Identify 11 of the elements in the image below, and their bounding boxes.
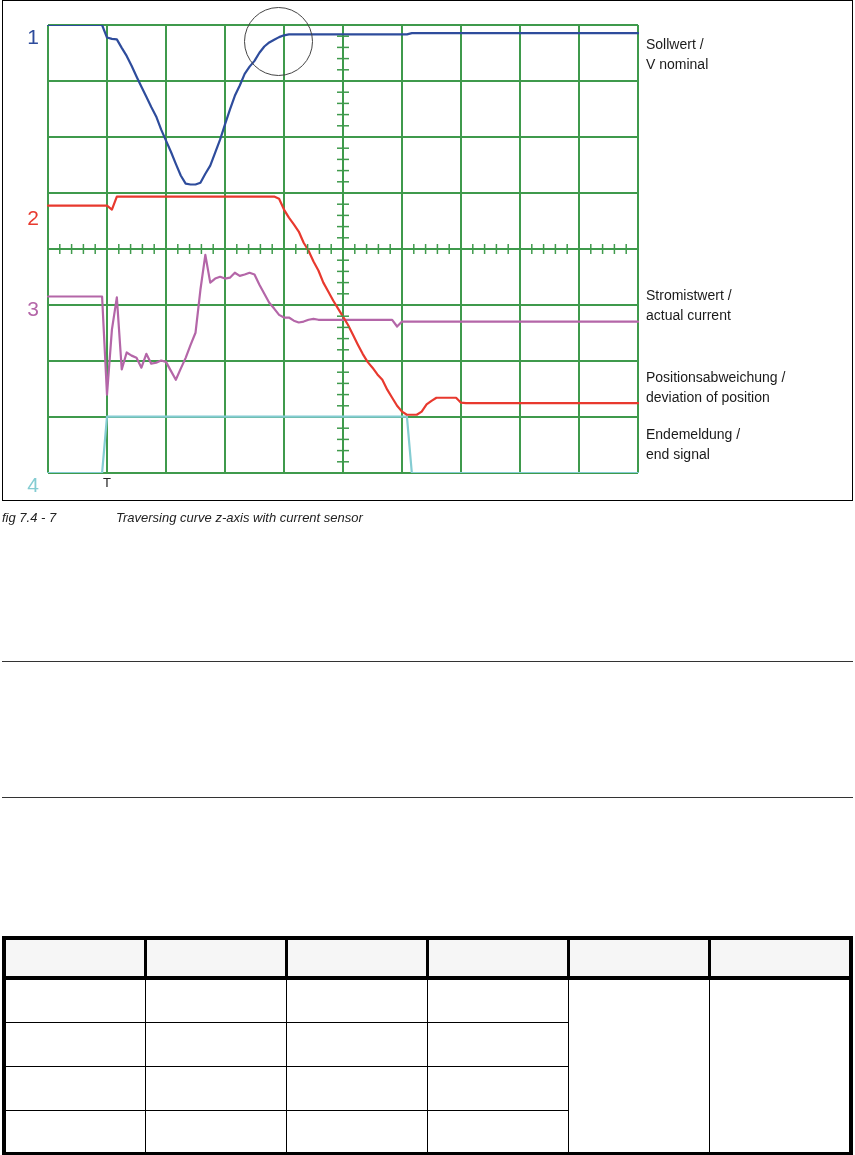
text: 3 xyxy=(27,296,39,320)
text: 1 xyxy=(27,25,39,49)
caption: fig 7.4 - 7 xyxy=(2,510,58,525)
series-label: Stromistwert / actual current xyxy=(646,287,732,324)
series-label: Endemeldung / end signal xyxy=(646,425,741,462)
text: 4 xyxy=(27,473,40,497)
text: T xyxy=(103,475,112,491)
series-label: Positionsabweichung / deviation of position xyxy=(646,368,786,405)
series-label: Sollwert / V nominal xyxy=(646,35,709,72)
text: 2 xyxy=(27,205,39,229)
text: Traversing curve z-axis with current sensor xyxy=(116,510,363,525)
